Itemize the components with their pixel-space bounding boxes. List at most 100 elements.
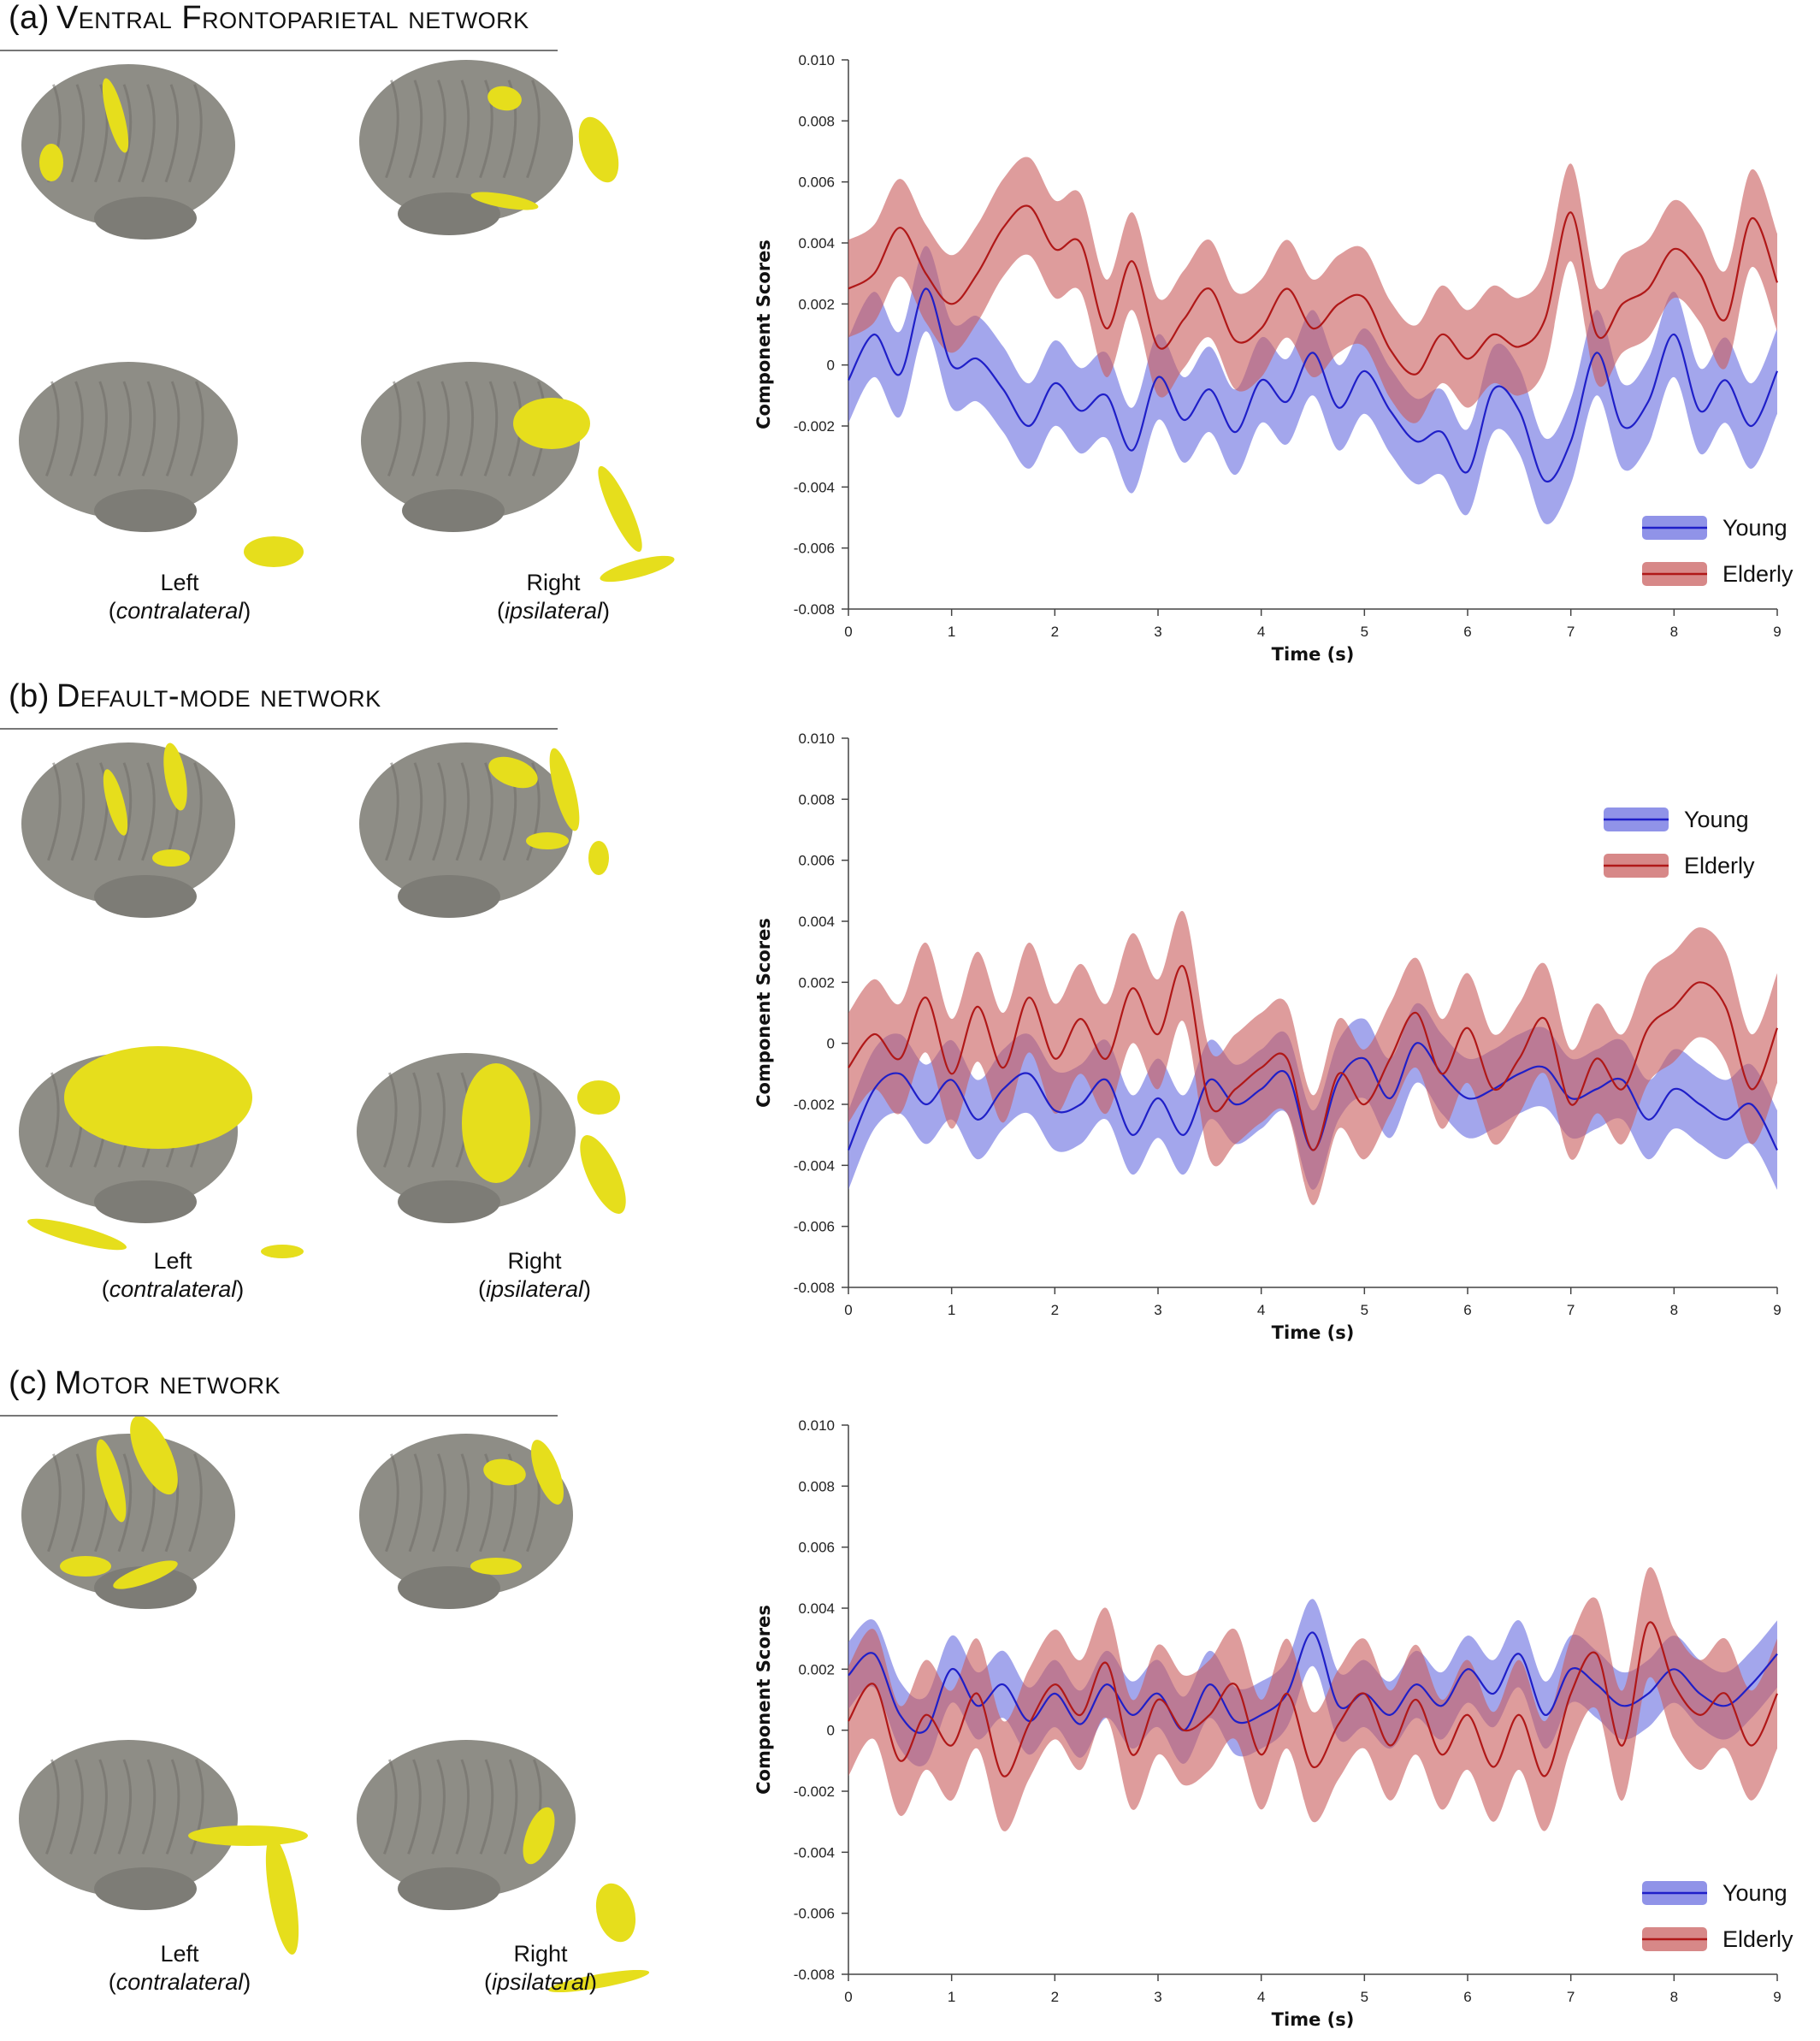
panel-c: (c) Motor network Left (contralateral) Ri… (0, 1365, 1820, 2041)
y-tick-label: 0.008 (798, 113, 835, 129)
activation-region (470, 1558, 522, 1575)
sulcus (407, 1072, 422, 1168)
activation-region (27, 1218, 127, 1251)
sulcus (188, 84, 203, 183)
activation-region (163, 742, 187, 811)
activation-region (152, 849, 190, 867)
brain-renderings: Left (contralateral) Right (ipsilateral) (0, 730, 736, 1328)
x-tick-label: 5 (1361, 1989, 1368, 2005)
activation-region (488, 86, 522, 111)
y-tick-label: -0.008 (794, 1280, 835, 1296)
temporal-lobe (94, 1180, 197, 1223)
y-tick-label: -0.008 (794, 601, 835, 618)
x-tick-label: 9 (1773, 1989, 1781, 2005)
y-axis-label: Component Scores (753, 1605, 774, 1795)
right-sublabel: ipsilateral (491, 1969, 590, 1995)
sulcus (385, 80, 399, 179)
title-rule (0, 1415, 558, 1417)
x-tick-label: 1 (948, 624, 955, 640)
left-hemisphere-label: Left (contralateral) (108, 570, 251, 624)
brain-renderings: Left (contralateral) Right (ipsilateral) (0, 51, 736, 650)
x-tick-label: 1 (948, 1302, 955, 1318)
elderly-confidence-band (848, 910, 1777, 1205)
sulcus (483, 381, 499, 476)
activation-region (462, 1063, 530, 1183)
sulcus (382, 1759, 398, 1855)
y-tick-label: 0.010 (798, 1417, 835, 1434)
y-tick-label: -0.006 (794, 1219, 835, 1235)
legend-label: Elderly (1722, 561, 1793, 587)
left-lateral-hemisphere (21, 742, 235, 918)
activation-region (595, 1883, 636, 1943)
y-tick-label: 0.002 (798, 974, 835, 991)
y-tick-label: -0.008 (794, 1967, 835, 1983)
left-medial-hemisphere (19, 1046, 304, 1258)
young-confidence-band (848, 246, 1777, 524)
temporal-lobe (94, 1867, 197, 1910)
y-tick-label: 0.004 (798, 1600, 835, 1617)
right-lateral-hemisphere (359, 60, 619, 235)
y-axis-label: Component Scores (753, 240, 774, 429)
elderly-confidence-band (848, 1567, 1777, 1831)
panel-b: (b) Default-mode network Left (contralate… (0, 678, 1820, 1354)
left-hemisphere-label: Left (contralateral) (108, 1941, 251, 1995)
right-lateral-hemisphere (359, 1434, 573, 1609)
y-tick-label: 0.008 (798, 791, 835, 808)
right-label: Right (526, 570, 581, 595)
sulcus (117, 1759, 133, 1855)
network-name: Default-mode network (56, 678, 381, 714)
x-tick-label: 2 (1051, 624, 1059, 640)
sulcus (479, 80, 493, 179)
x-tick-label: 3 (1154, 1302, 1161, 1318)
activation-region (64, 1046, 252, 1149)
sulcus (141, 762, 156, 861)
sulcus (44, 1072, 60, 1168)
sulcus (117, 381, 133, 476)
x-axis-label: Time (s) (1272, 1322, 1355, 1343)
x-tick-label: 4 (1257, 624, 1265, 640)
temporal-lobe (398, 192, 500, 235)
sulcus (188, 1453, 203, 1553)
temporal-lobe (94, 197, 197, 240)
elderly-series-line (848, 1621, 1778, 1778)
x-axis-label: Time (s) (1272, 644, 1355, 665)
x-tick-label: 6 (1463, 1302, 1471, 1318)
right-medial-hemisphere (361, 362, 675, 583)
temporal-lobe (94, 1566, 197, 1609)
sulcus (93, 381, 108, 476)
sulcus (431, 1072, 446, 1168)
sulcus (69, 1759, 84, 1855)
left-lateral-hemisphere (21, 1417, 235, 1609)
component-score-chart: 0.010 0.008 0.006 0.004 0.002 0 -0.002 -0.004 -0… (753, 52, 1793, 665)
sulcus (69, 381, 84, 476)
legend-label: Young (1722, 1880, 1788, 1906)
left-medial-hemisphere (19, 1740, 308, 1955)
sulcus (459, 381, 475, 476)
sulcus (385, 1453, 399, 1553)
activation-region (578, 116, 619, 183)
x-tick-label: 8 (1670, 1302, 1678, 1318)
sulcus (70, 1453, 86, 1553)
x-tick-label: 6 (1463, 1989, 1471, 2005)
elderly-series-line (848, 204, 1779, 376)
activation-region (470, 192, 539, 210)
sulcus (455, 1453, 470, 1553)
x-tick-label: 8 (1670, 624, 1678, 640)
activation-region (265, 1837, 299, 1955)
panel-title: (b) Default-mode network (9, 678, 381, 715)
sulcus (117, 1453, 133, 1553)
activation-region (39, 144, 63, 181)
left-sublabel: contralateral (109, 1276, 237, 1302)
activation-region (600, 555, 675, 583)
x-tick-label: 9 (1773, 624, 1781, 640)
y-tick-label: 0.004 (798, 914, 835, 930)
brain-surface-maps (19, 742, 626, 1258)
x-tick-label: 4 (1257, 1302, 1265, 1318)
legend-item-young: Young (1604, 807, 1749, 832)
x-tick-label: 4 (1257, 1989, 1265, 2005)
y-tick-label: 0 (827, 358, 835, 374)
temporal-lobe (94, 875, 197, 918)
x-tick-label: 3 (1154, 1989, 1161, 2005)
y-tick-label: 0.004 (798, 235, 835, 251)
y-axis-label: Component Scores (753, 918, 774, 1108)
